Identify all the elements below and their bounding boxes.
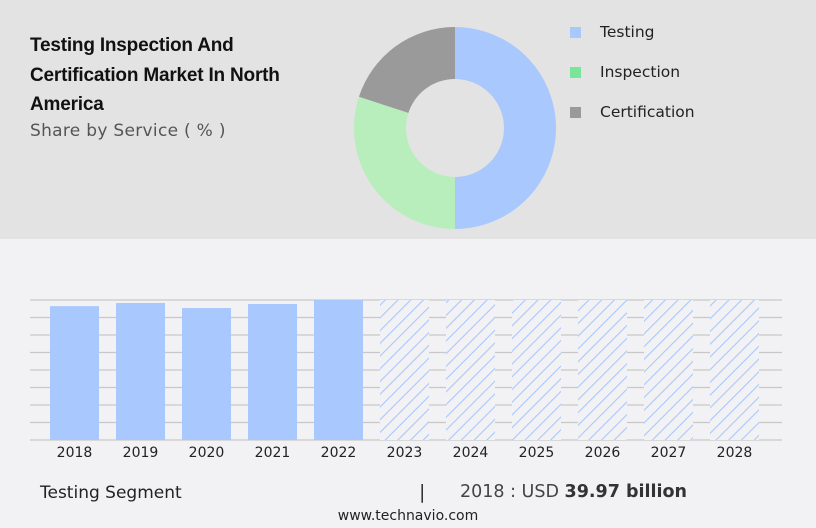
legend-swatch-inspection	[570, 66, 581, 78]
bar-2021	[248, 304, 297, 440]
legend-label: Inspection	[600, 63, 681, 81]
bar-2023	[380, 300, 429, 440]
bar-2024	[446, 300, 495, 440]
chart-subtitle: Share by Service ( % )	[30, 121, 226, 141]
x-axis-label: 2026	[584, 445, 621, 461]
x-axis-label: 2027	[650, 445, 687, 461]
footer-separator: |	[419, 481, 426, 503]
bar-chart	[30, 299, 782, 441]
donut-slice-certification	[358, 27, 455, 113]
bar-2022	[314, 300, 363, 440]
x-axis-label: 2023	[386, 445, 423, 461]
donut-chart	[354, 27, 556, 230]
bar-2027	[644, 300, 693, 440]
chart-title: Testing Inspection And Certification Mar…	[30, 35, 280, 115]
x-axis-label: 2022	[320, 445, 357, 461]
bar-2028	[710, 300, 759, 440]
legend-item-inspection: Inspection	[570, 52, 695, 92]
legend-swatch-certification	[570, 106, 581, 118]
donut-slice-testing	[455, 27, 556, 229]
x-axis-label: 2021	[254, 445, 291, 461]
x-axis-label: 2019	[122, 445, 159, 461]
bar-2018	[50, 306, 99, 440]
segment-year-label: 2018 : USD	[460, 482, 559, 502]
x-axis-label: 2025	[518, 445, 555, 461]
bar-2025	[512, 300, 561, 440]
legend-item-testing: Testing	[570, 12, 695, 52]
segment-value-amount: 39.97 billion	[564, 482, 687, 502]
donut-slice-inspection	[354, 96, 455, 230]
x-axis-label: 2020	[188, 445, 225, 461]
x-axis-label: 2024	[452, 445, 489, 461]
legend: Testing Inspection Certification	[570, 12, 695, 132]
bar-2019	[116, 303, 165, 440]
legend-item-certification: Certification	[570, 92, 695, 132]
x-axis-label: 2028	[716, 445, 753, 461]
bar-2026	[578, 300, 627, 440]
x-axis-label: 2018	[56, 445, 93, 461]
legend-label: Certification	[600, 103, 695, 121]
website-link[interactable]: www.technavio.com	[337, 508, 479, 524]
bar-2020	[182, 308, 231, 440]
segment-value: 2018 : USD 39.97 billion	[460, 482, 687, 502]
legend-swatch-testing	[570, 26, 581, 38]
legend-label: Testing	[600, 23, 655, 41]
segment-label: Testing Segment	[40, 483, 182, 503]
x-axis-labels: 2018 2019 2020 2021 2022 2023 2024 2025 2026 2027…	[30, 445, 782, 465]
